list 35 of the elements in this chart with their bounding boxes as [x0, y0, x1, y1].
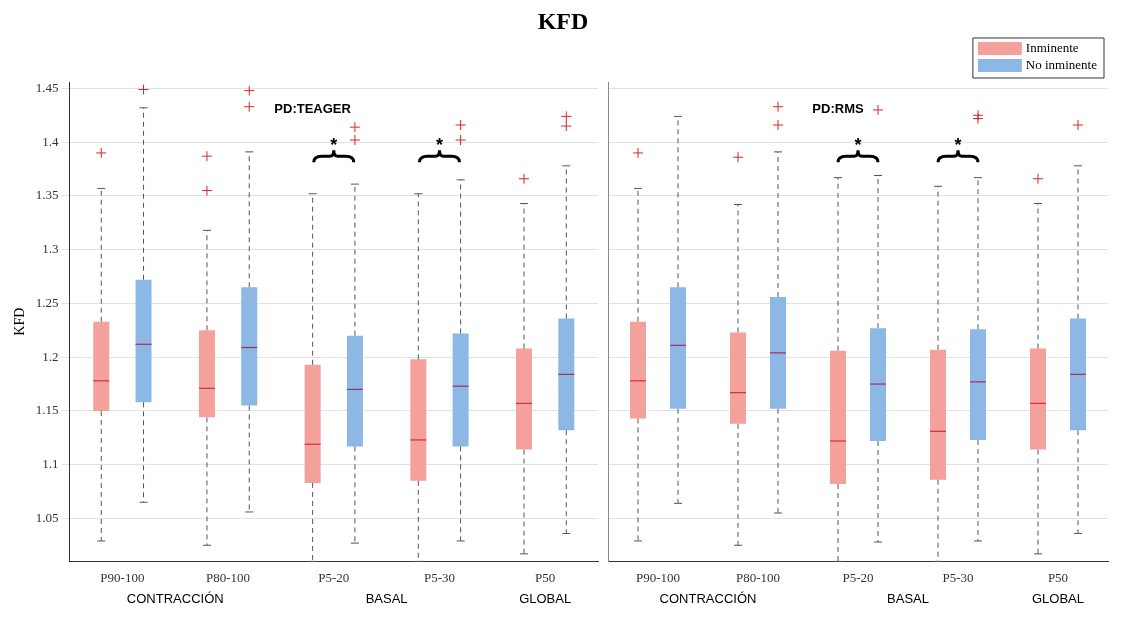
- text: GLOBAL: [519, 591, 572, 607]
- y-tick-label: 1.4: [42, 133, 60, 149]
- text: BASAL: [887, 591, 929, 607]
- x-tick-label: P80-100: [206, 569, 251, 585]
- y-tick-label: 1.3: [42, 241, 59, 257]
- x-tick-label: P90-100: [635, 569, 681, 585]
- y-tick-label: 1.15: [35, 402, 59, 418]
- text: CONTRACCIÓN: [126, 591, 224, 607]
- y-tick-label: 1.05: [35, 509, 59, 525]
- legend-label: Inminente: [1025, 40, 1079, 56]
- text: CONTRACCIÓN: [659, 591, 757, 607]
- y-axis-title: KFD: [12, 307, 28, 336]
- y-tick-label: 1.1: [42, 456, 59, 472]
- legend-label: No inminente: [1025, 57, 1098, 73]
- x-tick-label: P5-20: [318, 569, 350, 585]
- x-tick-label: P80-100: [735, 569, 781, 585]
- annotation: *: [330, 135, 338, 156]
- annotation: *: [435, 135, 443, 156]
- y-tick-label: 1.25: [35, 294, 59, 310]
- annotation: *: [954, 135, 962, 156]
- y-tick-label: 1.45: [35, 79, 59, 95]
- y-tick-label: 1.35: [35, 187, 59, 203]
- x-tick-label: P5-20: [842, 569, 874, 585]
- annotation: PD:TEAGER: [274, 100, 352, 116]
- x-tick-label: P5-30: [942, 569, 974, 585]
- text: BASAL: [365, 591, 408, 607]
- y-tick-label: 1.2: [42, 348, 59, 364]
- chart-title: KFD: [537, 8, 589, 34]
- x-tick-label: P50: [535, 569, 556, 585]
- x-tick-label: P50: [1047, 569, 1069, 585]
- annotation: PD:RMS: [812, 100, 864, 116]
- annotation: *: [854, 135, 862, 156]
- text: GLOBAL: [1031, 591, 1085, 607]
- x-tick-label: P5-30: [423, 569, 455, 585]
- x-tick-label: P90-100: [100, 569, 145, 585]
